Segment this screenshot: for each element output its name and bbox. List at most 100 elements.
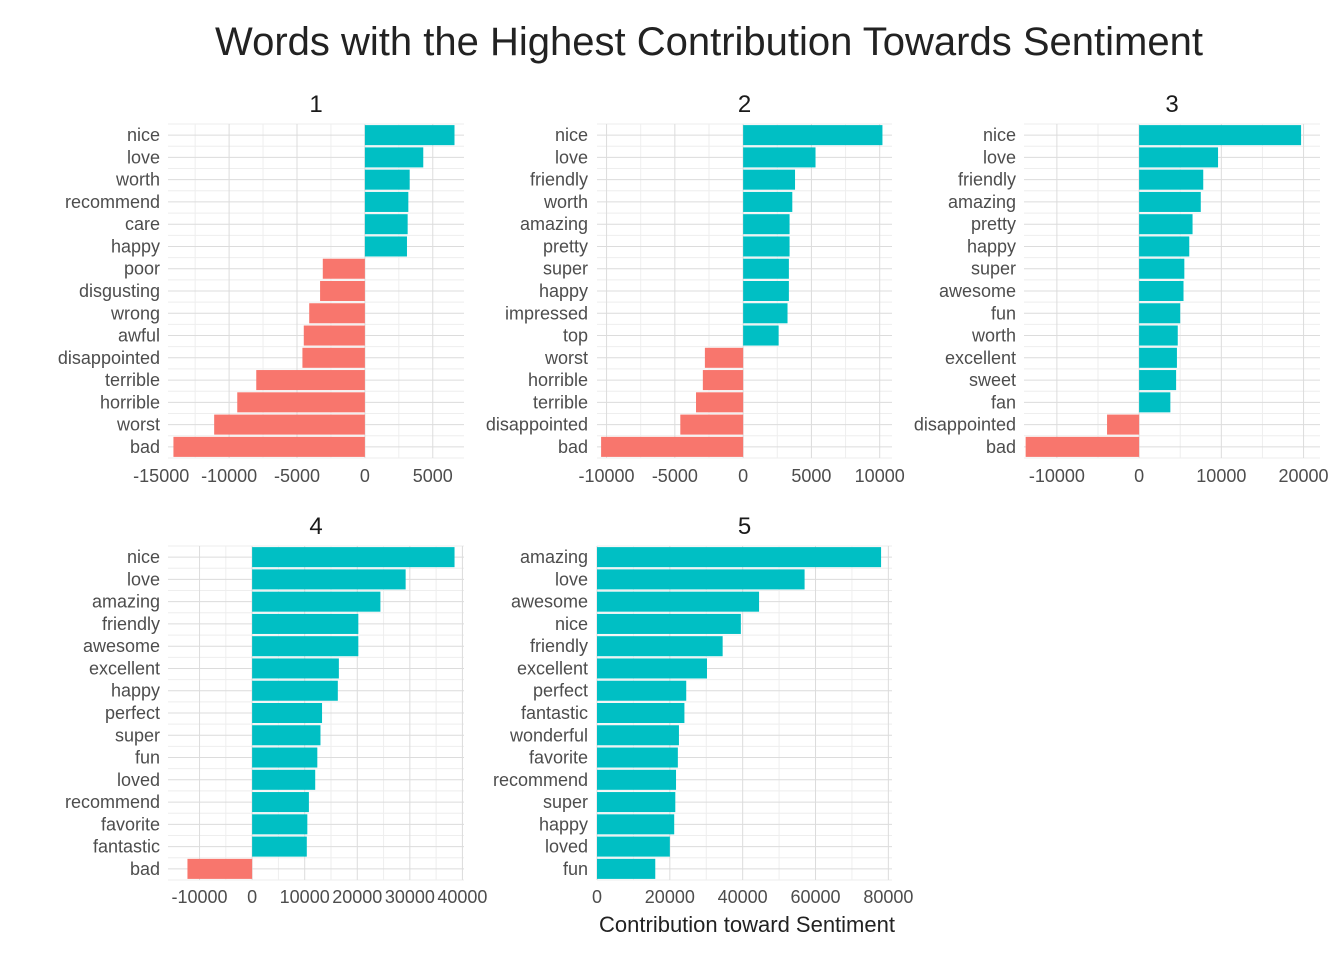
category-label: bad xyxy=(130,437,160,457)
category-label: terrible xyxy=(533,392,588,412)
category-label: amazing xyxy=(520,547,588,567)
bar-fun xyxy=(252,747,318,768)
bar-happy xyxy=(597,814,675,835)
x-tick-label: -10000 xyxy=(1029,466,1085,486)
x-tick-label: 0 xyxy=(1134,466,1144,486)
bar-friendly xyxy=(1139,169,1204,190)
bar-awesome xyxy=(1139,280,1184,302)
category-label: awful xyxy=(118,326,160,346)
category-label: fantastic xyxy=(521,703,588,723)
panel-title: 3 xyxy=(1165,91,1178,118)
bar-nice xyxy=(1139,125,1302,146)
panel-title: 1 xyxy=(309,91,322,118)
category-label: love xyxy=(127,147,160,167)
bar-happy xyxy=(364,236,407,257)
category-label: worth xyxy=(971,326,1016,346)
category-label: excellent xyxy=(517,658,588,678)
bar-recommend xyxy=(252,792,309,813)
bar-loved xyxy=(252,769,316,790)
category-label: wonderful xyxy=(509,725,588,745)
category-label: worth xyxy=(115,170,160,190)
x-tick-label: 10000 xyxy=(855,466,905,486)
x-tick-label: -10000 xyxy=(172,887,228,907)
category-label: terrible xyxy=(105,370,160,390)
bar-bad xyxy=(173,436,365,457)
category-label: nice xyxy=(127,547,160,567)
category-label: friendly xyxy=(958,170,1016,190)
bar-fantastic xyxy=(597,702,685,724)
category-label: recommend xyxy=(493,770,588,790)
category-label: super xyxy=(543,792,588,812)
bar-disappointed xyxy=(1107,414,1140,435)
category-label: top xyxy=(563,326,588,346)
panel-2: nicelovefriendlyworthamazingprettysuperh… xyxy=(486,91,905,486)
bar-friendly xyxy=(743,169,796,190)
category-label: friendly xyxy=(102,614,160,634)
bar-happy xyxy=(743,280,789,302)
bar-amazing xyxy=(1139,191,1201,212)
category-label: nice xyxy=(127,125,160,145)
category-label: pretty xyxy=(971,214,1016,234)
category-label: favorite xyxy=(529,748,588,768)
bar-loved xyxy=(597,836,670,857)
x-tick-label: 20000 xyxy=(645,887,695,907)
x-tick-label: 40000 xyxy=(718,887,768,907)
bar-awesome xyxy=(252,636,359,657)
bar-perfect xyxy=(597,680,687,701)
bar-nice xyxy=(364,125,455,146)
bar-terrible xyxy=(696,392,744,413)
bar-friendly xyxy=(252,613,359,634)
category-label: worth xyxy=(543,192,588,212)
category-label: loved xyxy=(117,770,160,790)
x-tick-label: 0 xyxy=(592,887,602,907)
category-label: love xyxy=(983,147,1016,167)
category-label: love xyxy=(555,569,588,589)
category-label: horrible xyxy=(100,392,160,412)
bar-poor xyxy=(322,258,365,279)
bar-excellent xyxy=(597,658,707,679)
bar-worth xyxy=(1139,325,1178,346)
bar-wrong xyxy=(309,303,365,324)
bar-disgusting xyxy=(320,280,365,302)
bar-fan xyxy=(1139,392,1171,413)
category-label: nice xyxy=(983,125,1016,145)
bar-love xyxy=(252,569,406,590)
category-label: loved xyxy=(545,837,588,857)
category-label: love xyxy=(555,147,588,167)
category-label: horrible xyxy=(528,370,588,390)
bar-worth xyxy=(364,169,410,190)
category-label: fantastic xyxy=(93,837,160,857)
x-tick-label: 0 xyxy=(247,887,257,907)
bar-pretty xyxy=(743,236,790,257)
bar-super xyxy=(743,258,789,279)
bar-fantastic xyxy=(252,836,307,857)
bar-care xyxy=(364,214,408,235)
bar-worth xyxy=(743,191,793,212)
panel-title: 2 xyxy=(738,91,751,118)
category-label: bad xyxy=(558,437,588,457)
category-label: happy xyxy=(967,236,1016,256)
x-tick-label: 30000 xyxy=(385,887,435,907)
category-label: poor xyxy=(124,259,160,279)
bar-recommend xyxy=(364,191,409,212)
x-axis-label: Contribution toward Sentiment xyxy=(599,912,895,937)
category-label: super xyxy=(971,259,1016,279)
x-tick-label: 40000 xyxy=(437,887,487,907)
bar-super xyxy=(1139,258,1185,279)
category-label: happy xyxy=(111,236,160,256)
x-tick-label: 5000 xyxy=(413,466,453,486)
x-tick-label: 0 xyxy=(738,466,748,486)
x-tick-label: 10000 xyxy=(1196,466,1246,486)
category-label: disappointed xyxy=(58,348,160,368)
category-label: awesome xyxy=(511,592,588,612)
bar-awful xyxy=(303,325,365,346)
category-label: excellent xyxy=(89,658,160,678)
bar-bad xyxy=(601,436,744,457)
bar-amazing xyxy=(252,591,381,612)
category-label: super xyxy=(115,725,160,745)
category-label: happy xyxy=(539,281,588,301)
bar-impressed xyxy=(743,303,788,324)
x-tick-label: 80000 xyxy=(863,887,913,907)
